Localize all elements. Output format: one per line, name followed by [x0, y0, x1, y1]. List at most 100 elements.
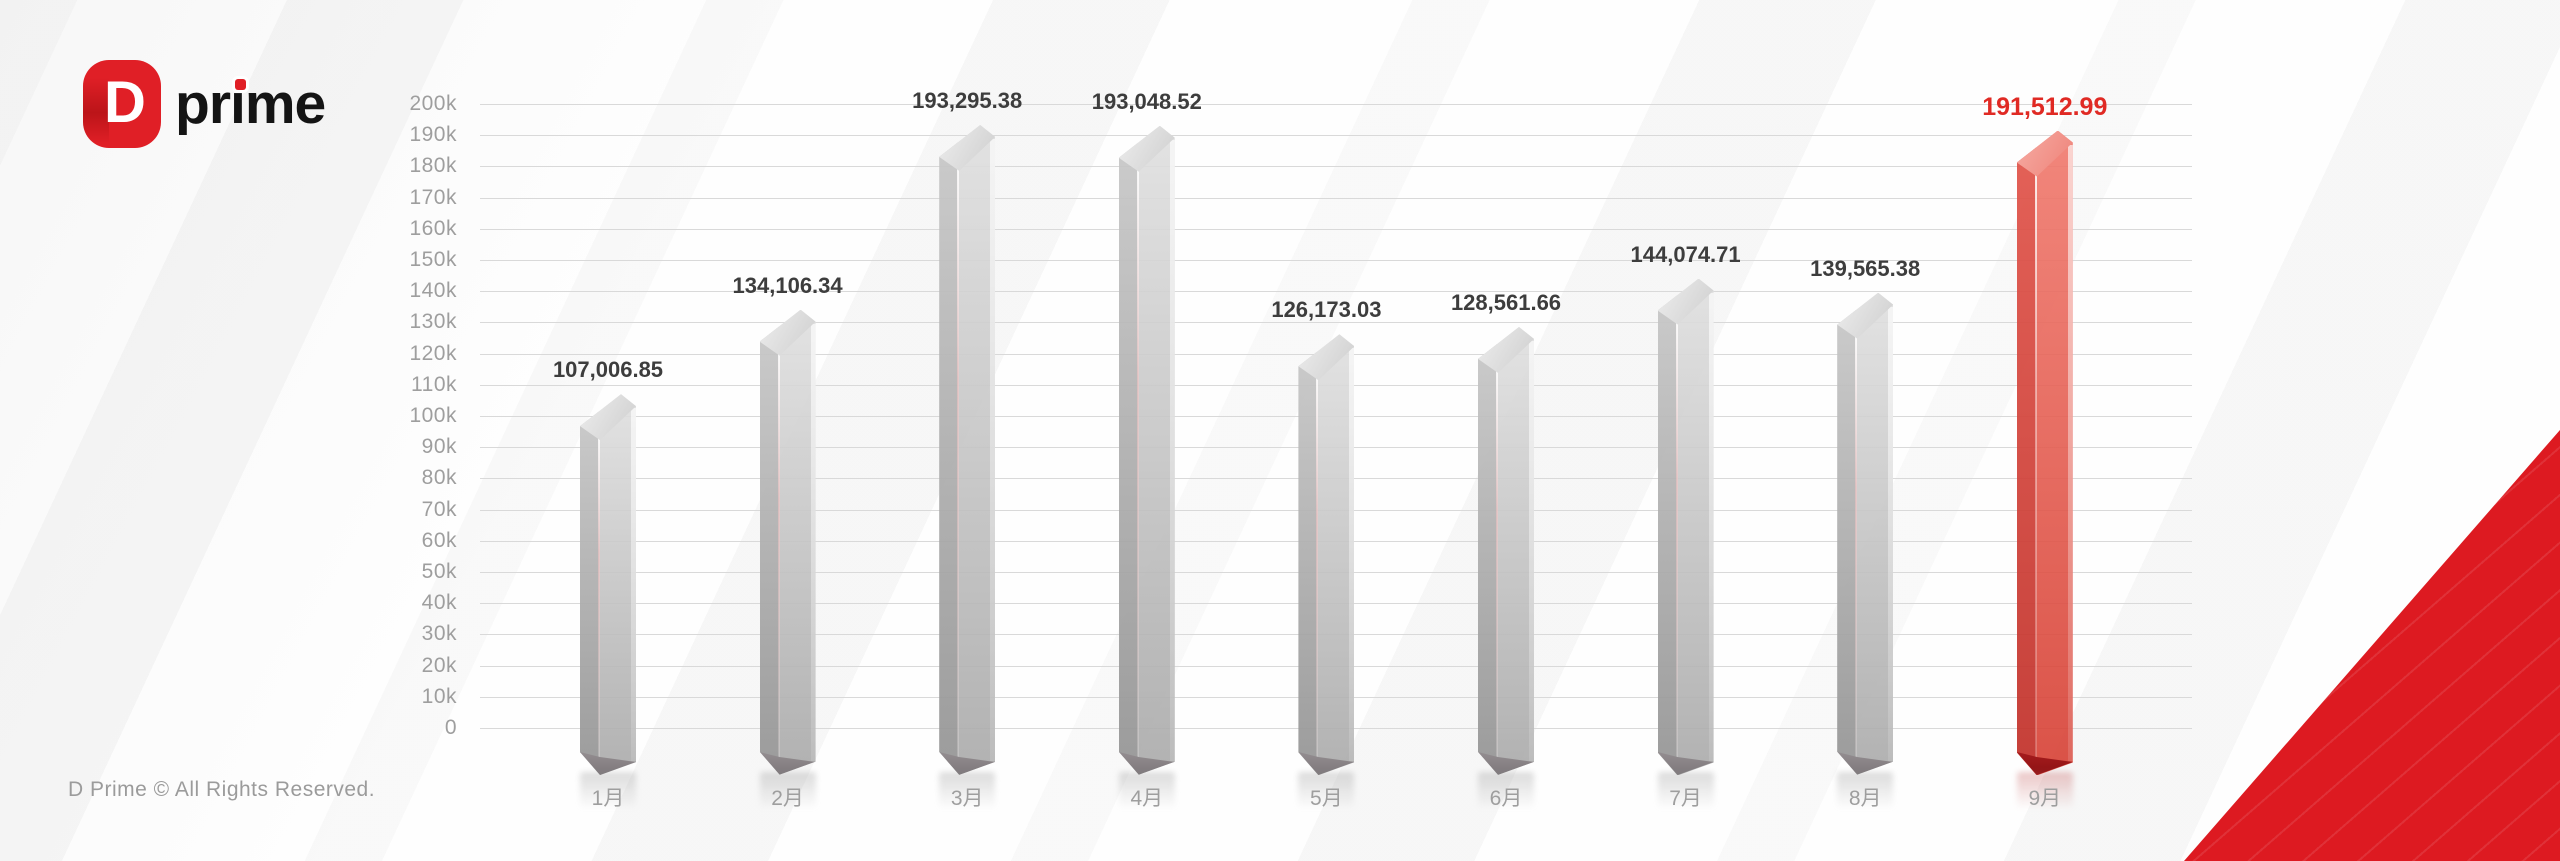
bar-ridge-seam — [777, 351, 780, 771]
y-axis-tick-label: 110k — [411, 372, 457, 396]
bar-reflection — [580, 772, 636, 816]
bar-reflection — [759, 772, 816, 816]
bar-left-face — [759, 309, 779, 775]
y-axis-tick-label: 10k — [421, 684, 457, 708]
bar-left-face — [1298, 334, 1318, 775]
bar-right-highlight — [810, 323, 816, 761]
bar-left-face — [2016, 130, 2036, 775]
bar-front-face — [1856, 292, 1894, 775]
y-axis-tick-label: 130k — [409, 310, 457, 334]
logo-wordmark: prıme — [175, 71, 326, 136]
bar-left-face — [1118, 125, 1138, 775]
bar-ridge-seam — [1855, 334, 1858, 771]
bar-reflection — [1657, 772, 1714, 816]
bar-ridge-seam — [2034, 172, 2037, 771]
x-axis-label: 4月 — [1130, 787, 1164, 810]
bar-ridge-seam — [1316, 376, 1319, 771]
bar-reflection — [939, 772, 996, 816]
bar-reflection — [1118, 772, 1175, 816]
y-axis-tick-label: 200k — [409, 92, 457, 115]
bar-reflection — [1837, 772, 1894, 816]
bar-month-3 — [939, 124, 996, 775]
y-axis-tick-label: 70k — [421, 497, 457, 521]
bar-month-6 — [1478, 326, 1534, 775]
bar-left-face — [1478, 326, 1497, 775]
bar-front-face — [1137, 125, 1175, 775]
bar-value-label: 128,561.66 — [1450, 289, 1562, 315]
bar-ridge-seam — [957, 166, 960, 771]
logo-i-dot — [235, 78, 246, 90]
gridline — [480, 322, 2192, 324]
x-axis-label: 7月 — [1669, 787, 1702, 810]
y-axis-tick-label: 100k — [409, 404, 457, 427]
bar-right-highlight — [990, 138, 996, 761]
y-axis-tick-label: 50k — [421, 560, 457, 583]
y-axis-tick-label: 0 — [444, 716, 457, 739]
bar-right-highlight — [1888, 306, 1894, 761]
y-axis-tick-label: 30k — [421, 622, 457, 646]
gridline — [480, 135, 2192, 137]
bar-ridge-seam — [1675, 320, 1678, 771]
bar-ridge-seam — [598, 436, 600, 771]
bar-front-face — [1497, 326, 1534, 775]
bar-front-face — [2035, 130, 2073, 775]
logo-letter: D — [104, 70, 146, 135]
y-axis-tick-label: 150k — [409, 248, 457, 271]
bar-month-5 — [1298, 334, 1355, 775]
gridline — [480, 260, 2192, 261]
bar-right-highlight — [1708, 292, 1714, 761]
logo-shade — [83, 60, 109, 148]
gridline — [480, 228, 2192, 230]
bar-value-label: 193,295.38 — [912, 87, 1023, 113]
bar-value-label: 193,048.52 — [1091, 88, 1202, 114]
x-axis-label: 8月 — [1848, 787, 1882, 810]
y-axis-tick-label: 190k — [409, 123, 457, 147]
x-axis-label: 9月 — [2028, 787, 2062, 810]
bar-right-highlight — [1349, 348, 1355, 761]
bar-ridge-seam — [1496, 368, 1498, 771]
bar-month-8 — [1837, 292, 1894, 775]
bar-value-label: 144,074.71 — [1630, 241, 1741, 267]
bar-value-label: 134,106.34 — [732, 272, 843, 298]
bar-right-highlight — [631, 408, 636, 761]
bar-reflection — [1478, 772, 1534, 816]
y-axis-tick-label: 120k — [409, 341, 457, 365]
x-axis-label: 2月 — [771, 787, 804, 810]
bar-month-2 — [759, 309, 816, 775]
y-axis-tick-label: 60k — [421, 528, 457, 552]
bar-right-highlight — [1529, 340, 1534, 761]
x-axis-label: 6月 — [1489, 787, 1523, 810]
y-axis-tick-label: 80k — [421, 466, 457, 490]
bar-front-face — [958, 124, 996, 775]
bar-value-label: 107,006.85 — [552, 357, 664, 383]
bar-month-7 — [1657, 278, 1714, 775]
x-axis-label: 1月 — [591, 787, 625, 810]
bar-right-highlight — [1169, 139, 1175, 761]
bar-right-highlight — [2067, 144, 2073, 761]
bar-front-face — [599, 394, 636, 775]
bar-reflection — [1298, 772, 1355, 816]
bar-left-face — [1837, 292, 1857, 775]
y-axis-tick-label: 180k — [409, 154, 457, 178]
y-axis-tick-label: 170k — [409, 185, 457, 209]
bar-month-1 — [580, 394, 636, 775]
bar-ridge-seam — [1136, 167, 1139, 771]
gridline — [480, 104, 2192, 105]
gridline — [480, 197, 2192, 199]
x-axis-label: 5月 — [1310, 787, 1343, 810]
y-axis-tick-label: 160k — [409, 216, 457, 240]
logo-d-icon: D — [83, 60, 161, 148]
bar-month-4 — [1118, 125, 1175, 775]
y-axis-tick-label: 140k — [409, 279, 457, 303]
gridline — [480, 166, 2192, 168]
bar-left-face — [1657, 278, 1677, 775]
bar-value-label: 191,512.99 — [1982, 92, 2108, 121]
bar-value-label: 126,173.03 — [1271, 297, 1382, 323]
copyright-text: D Prime © All Rights Reserved. — [68, 778, 376, 801]
bar-left-face — [580, 394, 599, 775]
bar-reflection — [2016, 772, 2073, 816]
bar-front-face — [1676, 278, 1714, 775]
bar-front-face — [1317, 334, 1355, 775]
